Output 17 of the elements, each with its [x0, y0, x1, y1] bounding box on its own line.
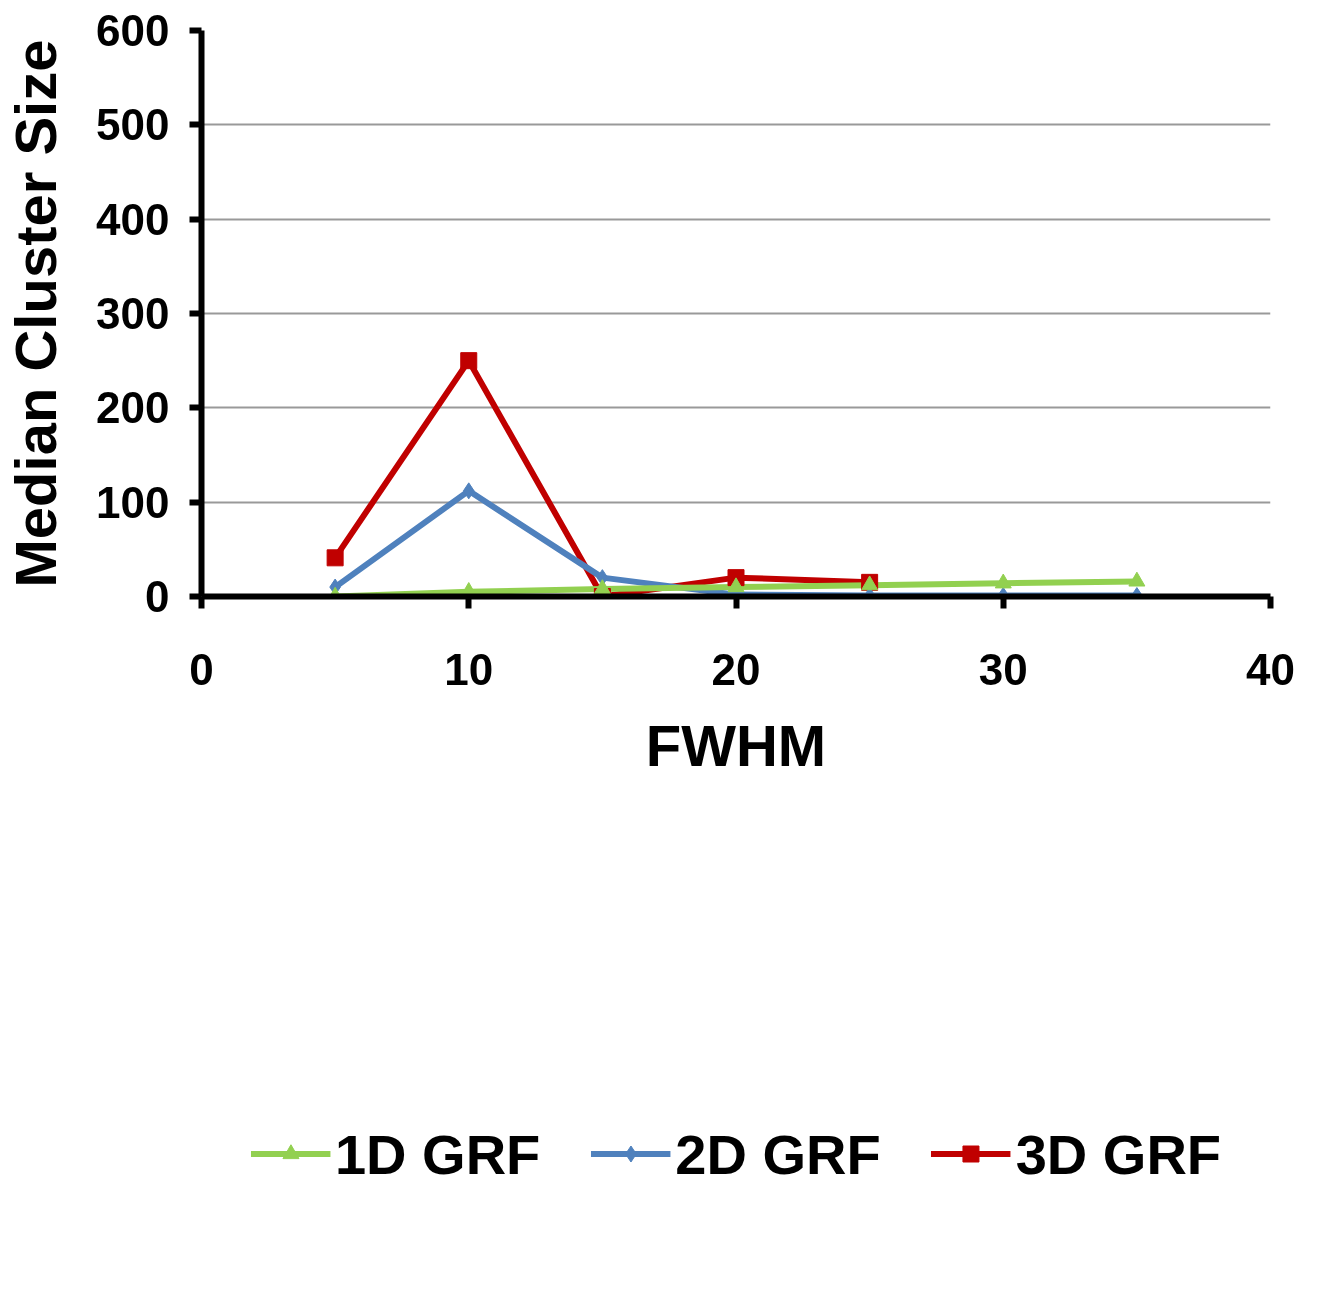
y-tick-label: 400 — [96, 194, 170, 244]
y-tick-label: 600 — [96, 6, 170, 55]
y-tick-label: 300 — [96, 289, 170, 338]
y-tick-label: 500 — [96, 100, 170, 150]
y-tick-label: 100 — [96, 477, 170, 527]
legend-label: 1D GRF — [334, 1121, 541, 1187]
x-tick-label: 30 — [978, 644, 1028, 694]
x-axis-title: FWHM — [645, 712, 827, 778]
x-tick-label: 40 — [1246, 644, 1295, 694]
y-tick-label: 0 — [145, 572, 170, 621]
x-tick-label: 20 — [711, 644, 761, 694]
legend-label: 2D GRF — [675, 1121, 881, 1187]
legend-label: 3D GRF — [1015, 1121, 1222, 1187]
x-tick-label: 0 — [189, 644, 214, 694]
x-tick-label: 10 — [444, 644, 494, 694]
y-tick-label: 200 — [96, 383, 170, 433]
y-axis-title: Median Cluster Size — [3, 39, 69, 588]
